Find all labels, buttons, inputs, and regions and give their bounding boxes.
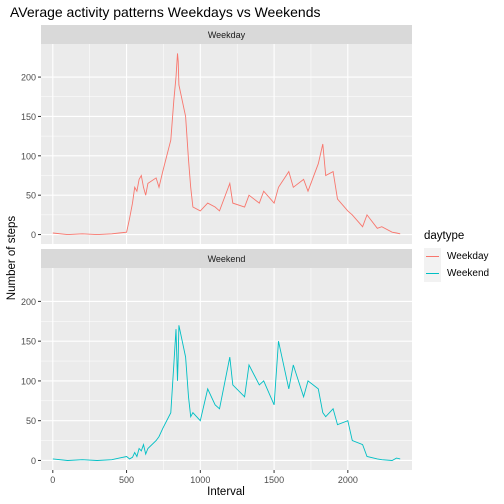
legend-label-weekend: Weekend bbox=[447, 268, 490, 279]
facet-label-weekend: Weekend bbox=[208, 254, 246, 264]
panel-background bbox=[41, 268, 412, 470]
y-tick-label: 200 bbox=[21, 297, 36, 307]
series-line-weekday bbox=[52, 53, 401, 236]
y-tick-label: 50 bbox=[26, 191, 36, 201]
y-tick-label: 100 bbox=[21, 151, 36, 161]
legend-title: daytype bbox=[424, 230, 465, 242]
y-tick-label: 50 bbox=[26, 416, 36, 426]
y-tick-label: 0 bbox=[31, 230, 36, 240]
legend-label-weekday: Weekday bbox=[447, 251, 489, 262]
y-tick-label: 150 bbox=[21, 337, 36, 347]
facet-strip-weekend bbox=[41, 249, 412, 268]
x-tick-label: 2000 bbox=[338, 475, 358, 485]
y-tick-label: 150 bbox=[21, 112, 36, 122]
x-tick-label: 1000 bbox=[190, 475, 210, 485]
x-axis-label: Interval bbox=[207, 486, 245, 498]
y-tick-label: 100 bbox=[21, 376, 36, 386]
legend-item-weekday: Weekday bbox=[424, 248, 489, 265]
x-tick-label: 500 bbox=[119, 475, 134, 485]
x-tick-label: 1500 bbox=[264, 475, 284, 485]
legend-key-weekend bbox=[424, 265, 441, 282]
series-line-weekend bbox=[52, 325, 401, 461]
x-tick-label: 0 bbox=[50, 475, 55, 485]
panel-background bbox=[41, 44, 412, 244]
facet-label-weekday: Weekday bbox=[208, 30, 246, 40]
chart-title: AVerage activity patterns Weekdays vs We… bbox=[10, 4, 321, 20]
legend: daytype Weekday Weekend bbox=[424, 230, 489, 282]
y-tick-label: 0 bbox=[31, 456, 36, 466]
y-tick-label: 200 bbox=[21, 73, 36, 83]
legend-item-weekend: Weekend bbox=[424, 265, 489, 282]
legend-key-weekday bbox=[424, 248, 441, 265]
facet-strip-weekday bbox=[41, 25, 412, 44]
